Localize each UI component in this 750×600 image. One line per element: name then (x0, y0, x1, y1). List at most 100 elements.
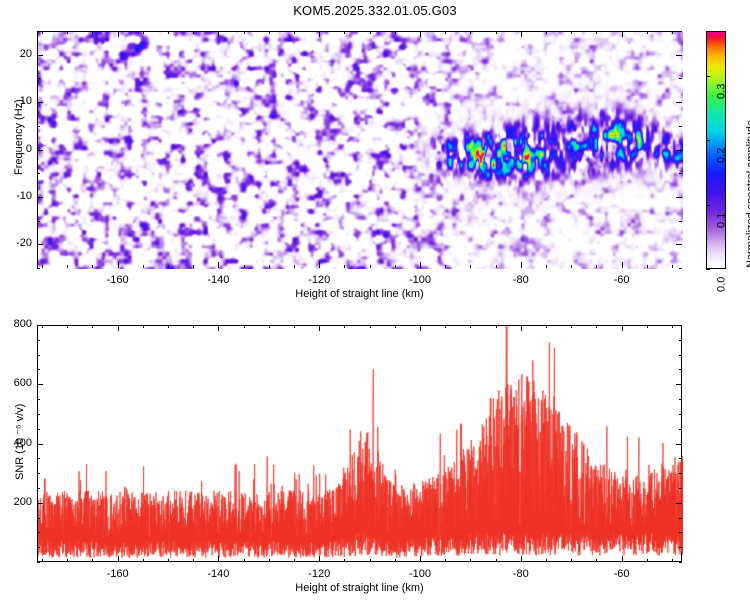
axis-tick (344, 265, 346, 268)
axis-tick (37, 325, 43, 326)
axis-tick (445, 31, 447, 34)
axis-tick-label: -120 (308, 568, 331, 580)
axis-tick (495, 31, 497, 34)
axis-tick (571, 31, 573, 34)
axis-tick (679, 268, 682, 269)
axis-tick (92, 31, 94, 34)
axis-tick (676, 443, 682, 445)
axis-tick (445, 325, 447, 328)
axis-tick (37, 562, 40, 563)
axis-tick (671, 325, 673, 328)
axis-tick (319, 31, 321, 37)
axis-tick (679, 413, 682, 415)
axis-tick (37, 547, 40, 549)
axis-tick (676, 102, 682, 104)
axis-tick (37, 54, 43, 56)
axis-tick (168, 559, 170, 562)
axis-tick (571, 559, 573, 562)
axis-tick (679, 532, 682, 534)
axis-tick-label: 600 (13, 377, 32, 390)
axis-tick-label: -80 (512, 274, 529, 286)
spectrogram-panel (37, 31, 683, 269)
axis-tick (42, 31, 44, 34)
axis-tick (545, 325, 547, 328)
axis-tick (679, 562, 682, 563)
axis-tick-label: -140 (207, 568, 230, 580)
axis-tick (268, 31, 270, 34)
axis-tick (37, 384, 43, 386)
axis-tick (470, 265, 472, 268)
axis-tick (37, 517, 40, 519)
axis-tick (394, 325, 396, 328)
axis-tick (545, 31, 547, 34)
snr-x-axis-label: Height of straight line (km) (295, 582, 424, 594)
snr-y-axis-label: SNR (10 ⁻⁶ v/v) (14, 403, 26, 480)
axis-tick (596, 265, 598, 268)
axis-tick-label: 20 (19, 47, 32, 60)
axis-tick (67, 31, 69, 34)
axis-tick-label: 200 (13, 495, 32, 508)
axis-tick (319, 325, 321, 331)
axis-tick (117, 556, 119, 562)
axis-tick (67, 265, 69, 268)
spectrogram-x-axis-label: Height of straight line (km) (295, 288, 424, 300)
axis-tick (117, 31, 119, 37)
axis-tick (193, 325, 195, 328)
axis-tick (243, 265, 245, 268)
axis-tick (445, 559, 447, 562)
axis-tick (520, 325, 522, 331)
axis-tick (92, 325, 94, 328)
axis-tick (37, 487, 40, 489)
axis-tick (42, 559, 44, 562)
snr-trace (38, 326, 683, 563)
axis-tick (679, 547, 682, 549)
axis-tick (369, 31, 371, 34)
axis-tick (142, 325, 144, 328)
spectrogram-y-axis-label: Frequency (Hz) (13, 99, 25, 175)
axis-tick (671, 559, 673, 562)
axis-tick (37, 473, 40, 475)
axis-tick (679, 369, 682, 371)
axis-tick (344, 325, 346, 328)
axis-tick (142, 265, 144, 268)
axis-tick (293, 31, 295, 34)
axis-tick (679, 428, 682, 430)
axis-tick (679, 173, 682, 175)
axis-tick-label: 800 (13, 318, 32, 330)
axis-tick (37, 196, 43, 198)
axis-tick (394, 559, 396, 562)
axis-tick (470, 31, 472, 34)
axis-tick (671, 31, 673, 34)
axis-tick (676, 502, 682, 504)
axis-tick (37, 78, 40, 80)
figure-title: KOM5.2025.332.01.05.G03 (293, 3, 457, 18)
axis-tick (37, 532, 40, 534)
axis-tick (37, 125, 40, 127)
colorbar-tick-label: 0.3 (715, 83, 728, 99)
axis-tick (679, 31, 682, 32)
axis-tick (37, 244, 43, 246)
colorbar-tick-label: 0.1 (715, 212, 728, 228)
axis-tick (168, 325, 170, 328)
axis-tick (706, 204, 710, 206)
axis-tick (419, 31, 421, 37)
axis-tick (671, 265, 673, 268)
axis-tick (193, 559, 195, 562)
colorbar-gradient (707, 32, 725, 268)
axis-tick (394, 31, 396, 34)
axis-tick (344, 559, 346, 562)
axis-tick (37, 502, 43, 504)
axis-tick (495, 265, 497, 268)
axis-tick (37, 458, 40, 460)
axis-tick-label: -80 (512, 568, 529, 580)
axis-tick (394, 265, 396, 268)
axis-tick (621, 325, 623, 331)
axis-tick (37, 399, 40, 401)
axis-tick (679, 78, 682, 80)
axis-tick (646, 325, 648, 328)
axis-tick (243, 31, 245, 34)
axis-tick (92, 265, 94, 268)
axis-tick (679, 487, 682, 489)
axis-tick (571, 325, 573, 328)
